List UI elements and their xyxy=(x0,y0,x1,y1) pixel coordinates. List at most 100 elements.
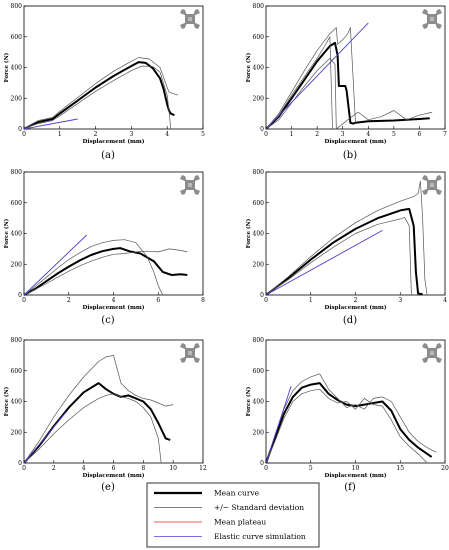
panel-caption: (a) xyxy=(101,150,115,161)
x-tick-label: 0 xyxy=(264,131,268,138)
y-tick-label: 800 xyxy=(253,3,265,10)
legend-label: Mean plateau xyxy=(214,518,266,527)
y-axis-label: Force (N) xyxy=(3,386,10,416)
y-tick-label: 400 xyxy=(11,231,23,238)
lattice-cell-icon xyxy=(422,343,442,363)
series-line-std xyxy=(265,36,333,130)
series-line-elastic xyxy=(23,118,78,130)
y-tick-label: 600 xyxy=(11,34,23,41)
x-tick-label: 1 xyxy=(309,297,313,304)
x-tick-label: 3 xyxy=(341,131,345,138)
y-axis-label: Force (N) xyxy=(245,218,252,248)
series-line-mean xyxy=(23,61,175,130)
series-line-std xyxy=(23,393,162,464)
x-tick-label: 1 xyxy=(290,131,294,138)
x-tick-label: 10 xyxy=(352,465,360,472)
y-tick-label: 600 xyxy=(253,34,265,41)
y-tick-label: 400 xyxy=(11,399,23,406)
series-line-mean xyxy=(23,247,188,296)
x-tick-label: 1 xyxy=(58,131,62,138)
x-tick-label: 4 xyxy=(443,297,447,304)
panel-caption: (f) xyxy=(344,482,356,493)
series-line-elastic xyxy=(23,234,88,296)
x-axis-label: Displacement (mm) xyxy=(325,304,387,311)
lattice-cell-icon xyxy=(180,343,200,363)
x-tick-label: 6 xyxy=(112,465,116,472)
y-axis-label: Force (N) xyxy=(245,386,252,416)
series-line-std xyxy=(265,388,428,464)
x-tick-label: 4 xyxy=(366,131,370,138)
chart-panel-4: 0 1 2 3 4 0 200 400 600 800 Displacement (mm) Force… xyxy=(245,169,447,326)
plot-frame xyxy=(23,171,204,296)
series-line-mean xyxy=(23,382,171,464)
y-tick-label: 800 xyxy=(253,337,265,344)
y-tick-label: 0 xyxy=(260,292,264,299)
series-line-std xyxy=(265,57,433,130)
series-line-std xyxy=(265,373,437,464)
lattice-cell-icon xyxy=(422,175,442,195)
x-axis-label: Displacement (mm) xyxy=(83,304,145,311)
x-tick-label: 2 xyxy=(52,465,56,472)
y-tick-label: 400 xyxy=(253,65,265,72)
panel-caption: (b) xyxy=(343,150,357,161)
series-line-std xyxy=(265,217,412,296)
x-tick-label: 0 xyxy=(264,465,268,472)
y-axis-label: Force (N) xyxy=(3,218,10,248)
y-tick-label: 200 xyxy=(11,261,23,268)
y-tick-label: 200 xyxy=(253,261,265,268)
x-tick-label: 12 xyxy=(199,465,207,472)
y-tick-label: 400 xyxy=(253,399,265,406)
y-axis-label: Force (N) xyxy=(245,52,252,82)
plot-frame xyxy=(23,339,204,464)
y-tick-label: 200 xyxy=(11,429,23,436)
x-tick-label: 4 xyxy=(82,465,86,472)
x-tick-label: 4 xyxy=(112,297,116,304)
plot-frame xyxy=(265,5,446,130)
series-line-elastic xyxy=(265,22,369,130)
series-line-std xyxy=(23,57,179,130)
legend: Mean curve +/− Standard deviation Mean pla… xyxy=(146,482,320,548)
y-tick-label: 800 xyxy=(11,169,23,176)
chart-panel-5: 0 2 4 6 8 10 12 0 200 400 600 800 Displacement (mm) F… xyxy=(3,337,207,493)
x-axis-label: Displacement (mm) xyxy=(325,138,387,145)
y-tick-label: 0 xyxy=(18,292,22,299)
legend-label: +/− Standard deviation xyxy=(214,503,304,512)
x-tick-label: 8 xyxy=(201,297,205,304)
x-tick-label: 2 xyxy=(354,297,358,304)
y-tick-label: 0 xyxy=(260,126,264,133)
panel-caption: (c) xyxy=(101,315,115,326)
x-tick-label: 3 xyxy=(129,131,133,138)
series-line-std xyxy=(265,27,356,130)
series-line-elastic xyxy=(23,412,67,464)
x-axis-label: Displacement (mm) xyxy=(325,472,387,479)
x-tick-label: 2 xyxy=(94,131,98,138)
series-line-std xyxy=(23,248,188,296)
legend-label: Mean curve xyxy=(214,489,260,498)
series-line-std xyxy=(23,239,164,296)
y-tick-label: 800 xyxy=(11,337,23,344)
x-tick-label: 5 xyxy=(309,465,313,472)
series-line-std xyxy=(23,65,172,130)
series-line-std xyxy=(23,355,174,464)
x-tick-label: 2 xyxy=(67,297,71,304)
x-axis-label: Displacement (mm) xyxy=(83,138,145,145)
legend-label: Elastic curve simulation xyxy=(214,532,306,541)
series-line-elastic xyxy=(265,230,383,296)
lattice-cell-icon xyxy=(422,9,442,29)
y-tick-label: 200 xyxy=(11,95,23,102)
x-tick-label: 0 xyxy=(22,131,26,138)
x-tick-label: 2 xyxy=(315,131,319,138)
y-tick-label: 600 xyxy=(11,368,23,375)
x-axis-label: Displacement (mm) xyxy=(83,472,145,479)
y-tick-label: 200 xyxy=(253,429,265,436)
x-tick-label: 8 xyxy=(141,465,145,472)
y-tick-label: 600 xyxy=(253,200,265,207)
chart-panel-2: 0 1 2 3 4 5 6 7 0 200 400 600 800 Displacement (mm) Fo… xyxy=(245,3,447,161)
y-tick-label: 400 xyxy=(11,65,23,72)
panel-caption: (e) xyxy=(101,482,115,493)
x-tick-label: 0 xyxy=(22,297,26,304)
y-tick-label: 400 xyxy=(253,231,265,238)
x-tick-label: 3 xyxy=(398,297,402,304)
x-tick-label: 15 xyxy=(396,465,404,472)
y-tick-label: 600 xyxy=(11,200,23,207)
